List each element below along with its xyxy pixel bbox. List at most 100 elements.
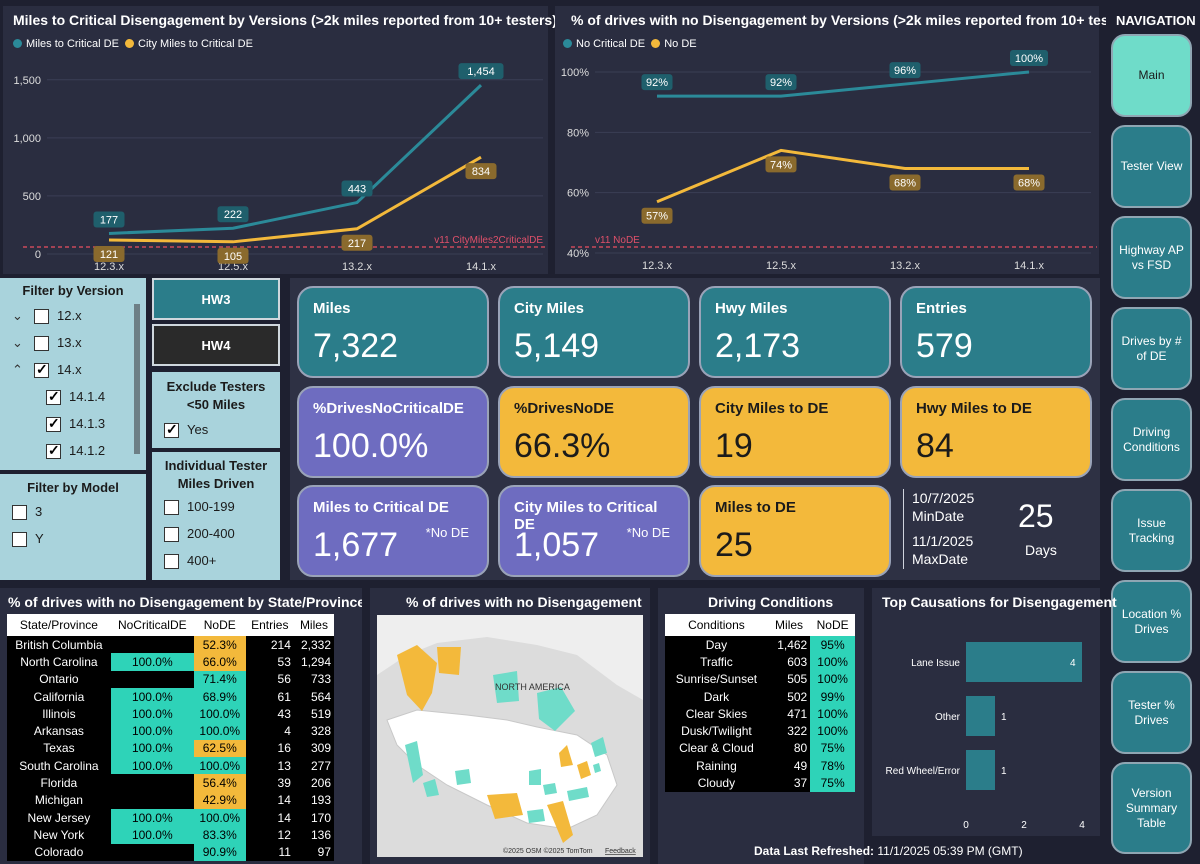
refresh-footer: Data Last Refreshed: 11/1/2025 05:39 PM … [754,844,1023,858]
table-row[interactable]: Illinois 100.0% 100.0% 43 519 [7,705,334,723]
nodrive-chart-data-label-text: 57% [646,211,668,223]
version-option-14-1-4[interactable]: 14.1.4 [46,388,106,406]
table-cell: 37 [767,774,811,792]
state-col-header[interactable]: NoDE [193,614,246,636]
miles-chart-series-line [108,84,483,235]
table-cell [110,774,194,792]
table-row[interactable]: Day 1,462 95% [665,636,855,654]
map-feedback-link[interactable]: Feedback [605,848,636,855]
checkbox-icon[interactable] [34,336,49,352]
state-col-header[interactable]: Miles [293,614,334,636]
expand-chevron-icon[interactable]: ⌄ [12,308,23,323]
table-row[interactable]: Clear & Cloud 80 75% [665,739,855,758]
table-row[interactable]: Clear Skies 471 100% [665,705,855,723]
table-row[interactable]: Florida 56.4% 39 206 [7,774,334,792]
range-option-100-199[interactable]: 100-199 [164,499,235,516]
version-option-label: 14.1.4 [69,389,106,404]
kpi-value: 19 [715,427,753,465]
version-option-14-1-3[interactable]: 14.1.3 [46,415,105,433]
exclude-filter-title: Exclude Testers <50 Miles [166,379,266,412]
state-table[interactable]: State/Province NoCriticalDE NoDE Entries Mil… [7,614,334,861]
checkbox-checked-icon[interactable] [164,421,179,439]
checkbox-icon[interactable] [12,505,27,521]
miles-chart[interactable]: 0 500 1,000 1,500 12.3.x 12.5.x 13.2.x 14.1.x v1… [3,6,548,274]
checkbox-icon[interactable] [164,527,179,543]
nodrive-chart[interactable]: 40% 60% 80% 100% 12.3.x 12.5.x 13.2.x 14.1.x v11… [555,6,1099,274]
model-option-y[interactable]: Y [12,531,44,548]
expand-chevron-icon[interactable]: ⌄ [12,335,23,350]
checkbox-icon[interactable] [164,500,179,516]
kpi-value: 25 [715,526,753,564]
checkbox-checked-icon[interactable] [46,388,61,406]
checkbox-checked-icon[interactable] [34,361,49,379]
table-row[interactable]: Arkansas 100.0% 100.0% 4 328 [7,722,334,740]
nav-tester-drives[interactable]: Tester % Drives [1111,671,1192,754]
table-cell: 97 [293,843,334,861]
version-option-13-x[interactable]: ⌄ 13.x [12,335,82,352]
conditions-col-header[interactable]: NoDE [810,614,855,636]
map-view[interactable]: NORTH AMERICA ©2025 OSM ©2025 TomTom Fee… [377,615,643,857]
table-row[interactable]: Dark 502 99% [665,687,855,706]
checkbox-checked-icon[interactable] [46,415,61,433]
conditions-col-header[interactable]: Miles [767,614,811,636]
table-row[interactable]: British Columbia 52.3% 214 2,332 [7,636,334,654]
nav-location-drives[interactable]: Location % Drives [1111,580,1192,663]
version-option-14-x[interactable]: ⌃ 14.x [12,361,82,379]
table-cell [110,670,194,688]
miles-chart-title: Miles to Critical Disengagement by Versi… [13,12,557,28]
causation-xtick: 2 [1021,820,1027,831]
state-col-header[interactable]: State/Province [7,614,111,636]
checkbox-icon[interactable] [34,309,49,325]
table-row[interactable]: California 100.0% 68.9% 61 564 [7,687,334,706]
table-row[interactable]: Colorado 90.9% 11 97 [7,843,334,861]
hw3-button[interactable]: HW3 [152,278,280,320]
table-row[interactable]: New Jersey 100.0% 100.0% 14 170 [7,808,334,827]
table-row[interactable]: Michigan 42.9% 14 193 [7,791,334,809]
causation-bar [966,750,995,790]
state-col-header[interactable]: NoCriticalDE [110,614,194,636]
nav-driving-conditions[interactable]: Driving Conditions [1111,398,1192,481]
checkbox-icon[interactable] [12,532,27,548]
conditions-panel: Driving Conditions Conditions Miles NoDE Da… [658,588,864,864]
hw4-button[interactable]: HW4 [152,324,280,366]
version-option-12-x[interactable]: ⌄ 12.x [12,308,82,325]
nav-issue-tracking[interactable]: Issue Tracking [1111,489,1192,572]
version-option-14-1-2[interactable]: 14.1.2 [46,442,105,460]
table-cell: 14 [245,808,294,827]
version-filter-scrollbar[interactable] [134,304,140,454]
table-row[interactable]: Sunrise/Sunset 505 100% [665,670,855,688]
table-row[interactable]: Texas 100.0% 62.5% 16 309 [7,739,334,758]
table-row[interactable]: Dusk/Twilight 322 100% [665,722,855,740]
nav-highway-ap-vs-fsd[interactable]: Highway AP vs FSD [1111,216,1192,299]
nodrive-chart-ytick: 80% [567,127,589,139]
table-row[interactable]: Ontario 71.4% 56 733 [7,670,334,688]
north-america-map[interactable]: NORTH AMERICA ©2025 OSM ©2025 TomTom Fee… [377,615,643,857]
checkbox-icon[interactable] [164,554,179,570]
table-row[interactable]: North Carolina 100.0% 66.0% 53 1,294 [7,653,334,671]
expand-chevron-icon[interactable]: ⌃ [12,362,23,377]
exclude-yes-option[interactable]: Yes [164,421,208,439]
table-row[interactable]: South Carolina 100.0% 100.0% 13 277 [7,757,334,775]
conditions-col-header[interactable]: Conditions [665,614,768,636]
table-row[interactable]: Traffic 603 100% [665,653,855,671]
causations-chart[interactable]: Lane Issue 4 Other 1 Red Wheel/Error 1 0 2 4 [872,588,1100,836]
table-row[interactable]: Cloudy 37 75% [665,774,855,792]
nav-main[interactable]: Main [1111,34,1192,117]
model-option-3[interactable]: 3 [12,504,42,521]
table-cell [110,843,194,861]
table-cell: 90.9% [193,843,246,861]
conditions-table[interactable]: Conditions Miles NoDE Day 1,462 95% Traffic 603… [665,614,855,792]
table-row[interactable]: New York 100.0% 83.3% 12 136 [7,826,334,844]
nav-version-summary[interactable]: Version Summary Table [1111,762,1192,854]
nav-drives-by-de[interactable]: Drives by # of DE [1111,307,1192,390]
state-table-header: State/Province NoCriticalDE NoDE Entries Mil… [7,614,334,636]
miles-chart-data-label-text: 105 [224,251,242,263]
table-row[interactable]: Raining 49 78% [665,757,855,775]
miles-chart-panel: Miles to Critical Disengagement by Versi… [3,6,557,274]
state-col-header[interactable]: Entries [245,614,294,636]
range-option-200-400[interactable]: 200-400 [164,526,235,543]
table-cell: 4 [245,722,294,740]
range-option-400-plus[interactable]: 400+ [164,553,216,570]
checkbox-checked-icon[interactable] [46,442,61,460]
nav-tester-view[interactable]: Tester View [1111,125,1192,208]
